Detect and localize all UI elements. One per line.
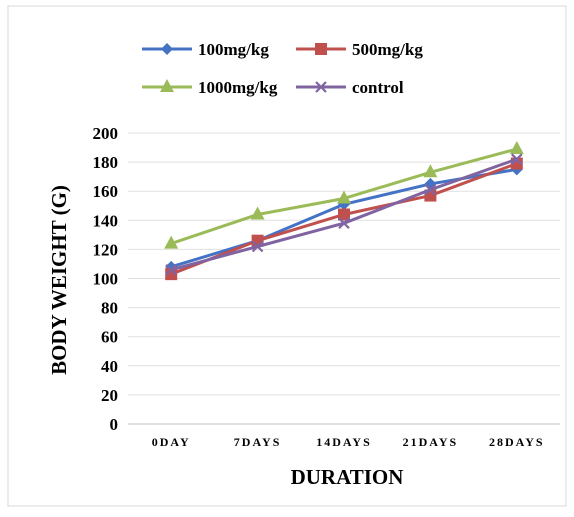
chart-border — [7, 5, 567, 507]
legend: 100mg/kg 500mg/kg 1000mg/kg control — [142, 40, 423, 97]
y-axis-label: BODY WEIGHT (G) — [47, 185, 71, 375]
legend-entry: 500mg/kg — [296, 40, 423, 59]
x-tick-label: 7DAYS — [234, 435, 282, 449]
y-tick-label: 160 — [93, 182, 119, 201]
x-tick-label: 0DAY — [152, 435, 191, 449]
legend-label: 500mg/kg — [352, 40, 423, 59]
data-point — [424, 183, 437, 196]
y-tick-label: 140 — [93, 211, 119, 230]
legend-entry: 100mg/kg — [142, 40, 269, 59]
data-point — [338, 217, 350, 229]
y-tick-label: 20 — [101, 386, 118, 405]
legend-marker — [315, 81, 327, 93]
y-tick-label: 80 — [101, 299, 118, 318]
data-point — [423, 164, 438, 178]
y-tick-labels: 0 20 40 60 80 100 120 140 160 180 200 — [93, 124, 119, 434]
legend-label: control — [352, 78, 404, 97]
legend-marker — [315, 43, 327, 55]
x-tick-label: 14DAYS — [316, 435, 372, 449]
legend-marker — [161, 43, 173, 55]
y-tick-label: 180 — [93, 153, 119, 172]
data-point — [250, 206, 265, 220]
data-point — [165, 268, 178, 281]
data-point — [509, 141, 524, 155]
legend-entry: control — [296, 78, 404, 97]
y-tick-label: 40 — [101, 357, 118, 376]
legend-label: 100mg/kg — [198, 40, 269, 59]
y-tick-label: 60 — [101, 328, 118, 347]
x-tick-label: 21DAYS — [403, 435, 459, 449]
data-point — [251, 240, 264, 253]
series-layer — [164, 141, 524, 281]
data-point — [337, 190, 351, 204]
data-point — [164, 235, 179, 249]
series-3 — [165, 153, 523, 276]
y-tick-label: 0 — [110, 415, 119, 434]
legend-marker — [160, 79, 174, 92]
data-point — [511, 153, 523, 165]
data-point — [165, 263, 177, 276]
legend-entry: 1000mg/kg — [142, 78, 278, 97]
y-tick-label: 120 — [93, 240, 119, 259]
legend-label: 1000mg/kg — [198, 78, 278, 97]
y-tick-label: 100 — [93, 270, 119, 289]
series-2 — [164, 141, 524, 249]
data-point — [338, 208, 350, 221]
x-tick-label: 28DAYS — [489, 435, 545, 449]
x-axis-label: DURATION — [291, 465, 404, 489]
y-tick-label: 200 — [93, 124, 119, 143]
x-tick-labels: 0DAY 7DAYS 14DAYS 21DAYS 28DAYS — [152, 435, 545, 449]
